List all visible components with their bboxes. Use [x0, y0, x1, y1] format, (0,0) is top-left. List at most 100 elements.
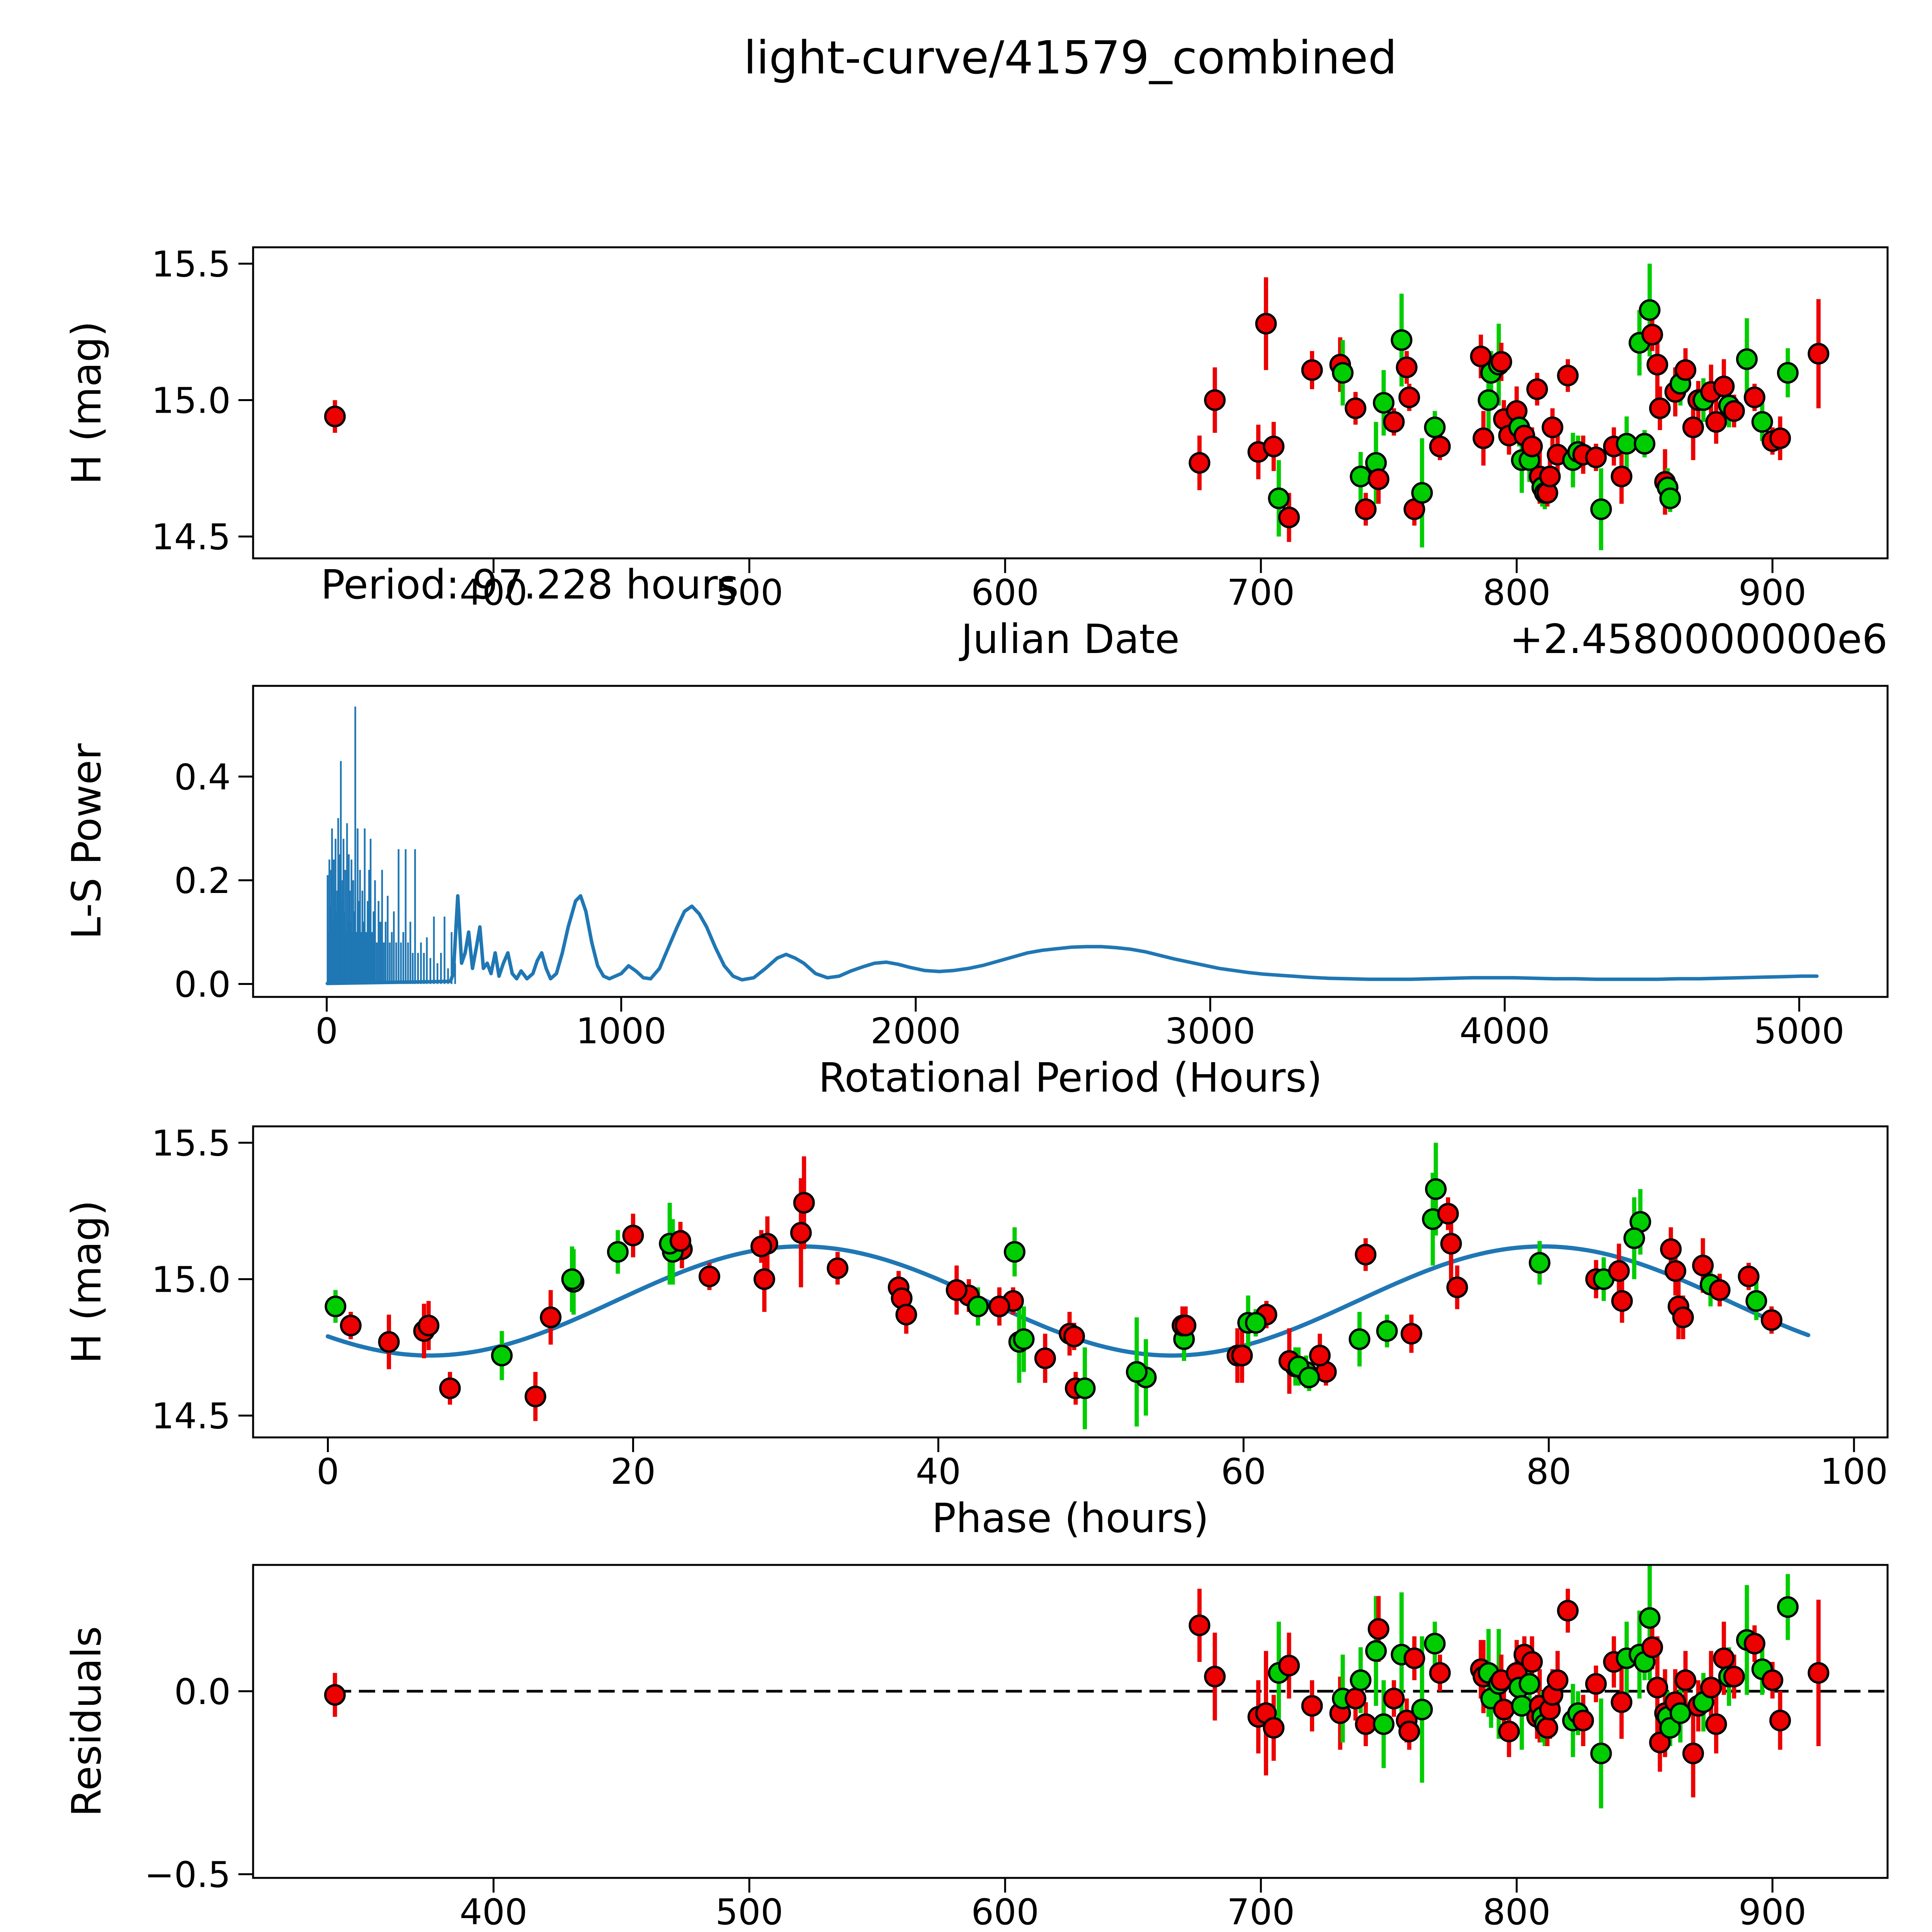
residuals-data-point: [1572, 1709, 1594, 1731]
jd-ylabel: H (mag): [63, 321, 110, 485]
jd-data-point: [1470, 345, 1492, 367]
jd-data-point: [1659, 487, 1681, 509]
jd-data-point: [1490, 351, 1512, 373]
jd-data-point: [1808, 343, 1830, 365]
phase-data-point: [1745, 1290, 1767, 1312]
phase-data-point: [946, 1279, 968, 1301]
jd-ytick-label: 15.0: [151, 380, 231, 421]
periodogram-ylabel: L-S Power: [63, 743, 110, 939]
phase-data-point: [1611, 1290, 1633, 1312]
jd-ytick-label: 15.5: [151, 243, 231, 285]
period-annotation: Period: 97.228 hours: [321, 561, 739, 608]
residuals-data-point: [1372, 1713, 1395, 1735]
periodogram-xtick-label: 5000: [1754, 1010, 1844, 1052]
phase-data-point: [1355, 1243, 1377, 1265]
residuals-data-point: [1675, 1669, 1697, 1691]
phase-xlabel: Phase (hours): [932, 1495, 1209, 1542]
jd-xtick-label: 400: [459, 572, 527, 613]
residuals-data-point: [1536, 1717, 1558, 1739]
residuals-data-point: [1403, 1647, 1425, 1669]
residuals-data-point: [1424, 1633, 1446, 1655]
residuals-data-point: [1641, 1636, 1663, 1658]
jd-data-point: [1411, 482, 1433, 504]
residuals-data-point: [1498, 1721, 1520, 1743]
jd-offset-label: +2.4580000000e6: [1510, 616, 1888, 663]
phase-data-point: [622, 1225, 644, 1247]
phase-data-point: [793, 1192, 815, 1214]
periodogram-xtick-label: 3000: [1165, 1010, 1255, 1052]
phase-xtick-label: 60: [1221, 1451, 1266, 1492]
jd-data-point: [1769, 427, 1791, 449]
residuals-data-point: [1547, 1669, 1569, 1691]
figure-title: light-curve/41579_combined: [743, 31, 1397, 84]
phase-data-point: [895, 1304, 917, 1326]
jd-data-point: [1743, 386, 1765, 408]
phase-data-point: [1309, 1345, 1331, 1367]
residuals-data-point: [1646, 1677, 1668, 1699]
phase-data-point: [827, 1257, 849, 1279]
phase-data-point: [790, 1222, 812, 1244]
phase-data-point: [607, 1241, 629, 1263]
residuals-data-point: [1762, 1669, 1784, 1691]
phase-data-point: [1440, 1233, 1462, 1255]
residuals-frame: [252, 1564, 1889, 1879]
jd-data-point: [1278, 507, 1300, 529]
jd-data-point: [324, 405, 346, 427]
residuals-data-point: [1367, 1618, 1389, 1640]
jd-data-point: [1204, 389, 1226, 411]
periodogram-xtick-label: 0: [315, 1010, 338, 1052]
jd-data-point: [1611, 466, 1633, 488]
jd-data-point: [1429, 435, 1451, 457]
residuals-data-point: [1713, 1647, 1735, 1669]
jd-data-point: [1383, 411, 1405, 433]
residuals-data-point: [1682, 1742, 1704, 1764]
jd-data-point: [1541, 417, 1563, 439]
periodogram-ytick-label: 0.2: [174, 860, 231, 901]
phase-xtick-label: 40: [916, 1451, 961, 1492]
periodogram-xtick-label: 1000: [576, 1010, 667, 1052]
phase-data-point: [1245, 1312, 1267, 1334]
residuals-data-point: [1557, 1600, 1579, 1622]
phase-data-point: [491, 1345, 513, 1367]
jd-xtick-label: 800: [1483, 572, 1551, 613]
jd-frame: [252, 246, 1889, 560]
jd-data-layer: [324, 264, 1830, 550]
phase-data-point: [1529, 1252, 1551, 1274]
phase-data-point: [378, 1331, 400, 1353]
phase-data-point: [753, 1268, 776, 1290]
phase-data-point: [1660, 1238, 1682, 1260]
jd-data-point: [1641, 323, 1663, 345]
residuals-data-point: [1700, 1677, 1722, 1699]
residuals-data-point: [1723, 1665, 1745, 1687]
phase-data-point: [1608, 1260, 1630, 1282]
jd-xtick-label: 600: [971, 572, 1039, 613]
residuals-data-point: [1639, 1607, 1661, 1629]
phase-data-point: [1074, 1377, 1096, 1399]
jd-data-point: [1705, 411, 1727, 433]
phase-data-point: [1013, 1328, 1035, 1350]
periodogram-ytick-label: 0.0: [174, 964, 231, 1005]
jd-data-point: [1590, 498, 1612, 520]
residuals-data-point: [1278, 1655, 1300, 1677]
residuals-xtick-label: 500: [715, 1891, 783, 1932]
jd-data-point: [1521, 435, 1543, 457]
residuals-data-point: [1398, 1721, 1420, 1743]
residuals-data-point: [1777, 1596, 1799, 1618]
panel-phase: 0 20 40 60 80 100 14.5 15.0 15.5 Phase (hours) H (…: [63, 1122, 1889, 1542]
phase-xtick-label: 80: [1526, 1451, 1571, 1492]
residuals-data-point: [1669, 1702, 1691, 1724]
jd-data-point: [1585, 446, 1607, 468]
phase-data-point: [1231, 1345, 1253, 1367]
phase-xtick-label: 20: [611, 1451, 656, 1492]
jd-data-point: [1777, 362, 1799, 384]
jd-xtick-label: 700: [1227, 572, 1295, 613]
jd-data-point: [1675, 359, 1697, 381]
jd-data-point: [1736, 348, 1758, 370]
phase-data-point: [669, 1230, 691, 1252]
jd-data-point: [1189, 452, 1211, 474]
residuals-ytick-label: −0.5: [145, 1854, 231, 1896]
jd-xtick-label: 900: [1738, 572, 1806, 613]
jd-data-point: [1268, 487, 1290, 509]
jd-data-point: [1646, 354, 1668, 376]
